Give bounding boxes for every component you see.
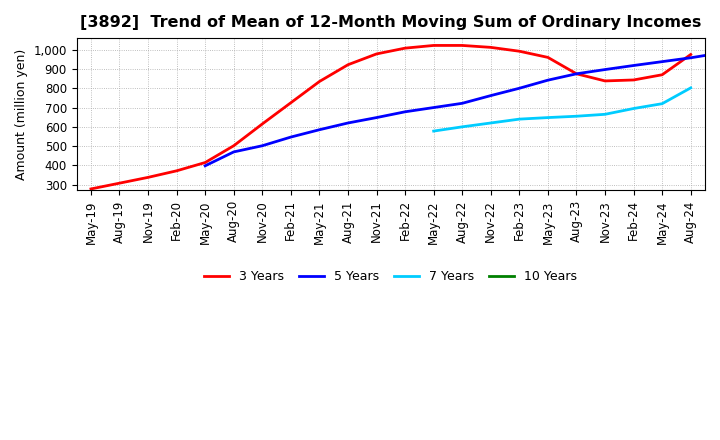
Y-axis label: Amount (million yen): Amount (million yen) [15, 49, 28, 180]
Title: [3892]  Trend of Mean of 12-Month Moving Sum of Ordinary Incomes: [3892] Trend of Mean of 12-Month Moving … [80, 15, 701, 30]
Legend: 3 Years, 5 Years, 7 Years, 10 Years: 3 Years, 5 Years, 7 Years, 10 Years [199, 265, 582, 288]
